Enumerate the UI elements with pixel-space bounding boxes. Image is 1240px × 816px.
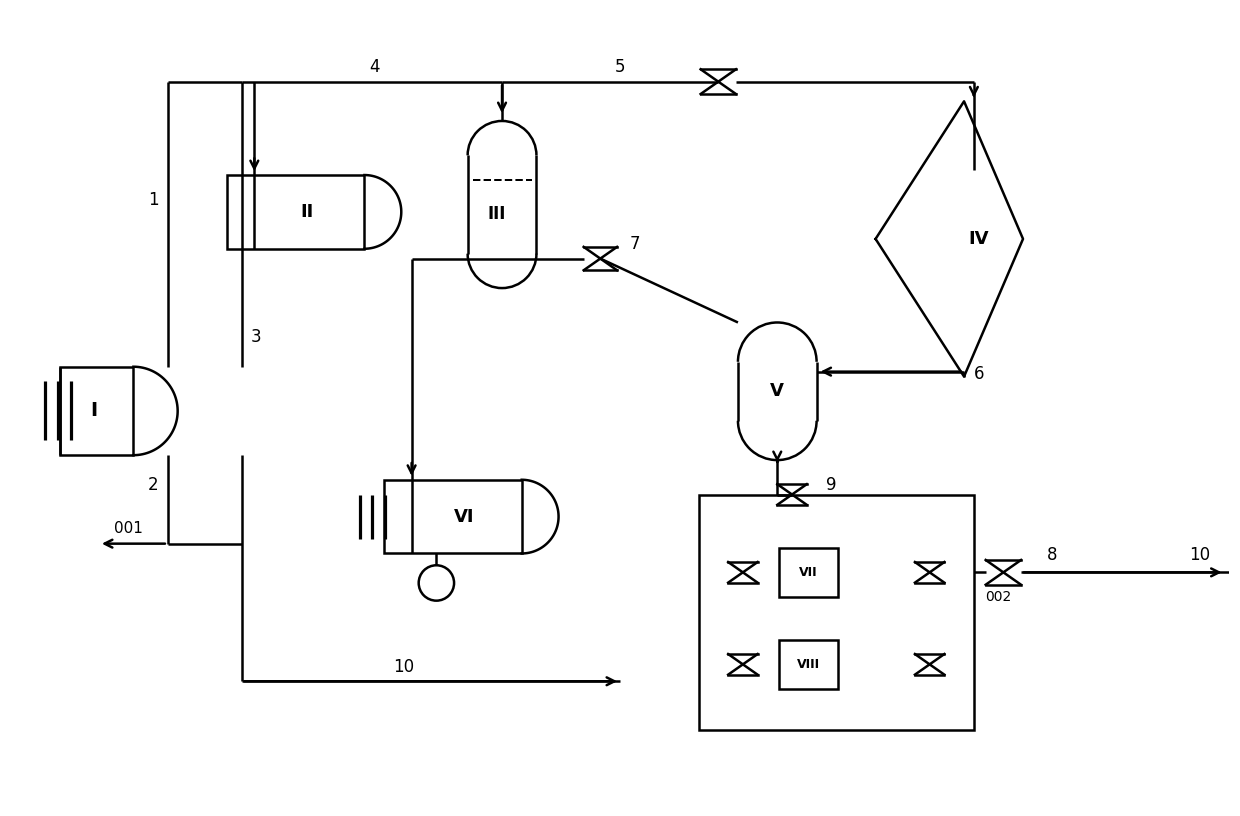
- Bar: [60, 366, 134, 455]
- Text: 9: 9: [826, 476, 837, 494]
- Text: 10: 10: [1189, 546, 1210, 564]
- Text: VIII: VIII: [797, 658, 821, 671]
- Text: I: I: [91, 401, 97, 420]
- Text: III: III: [489, 206, 506, 224]
- Text: 5: 5: [615, 58, 625, 76]
- Text: 10: 10: [393, 658, 414, 676]
- Text: 002: 002: [986, 590, 1012, 604]
- Bar: [384, 480, 522, 553]
- Text: V: V: [770, 382, 784, 401]
- Text: 7: 7: [630, 235, 640, 253]
- Text: 1: 1: [148, 191, 159, 209]
- Text: II: II: [300, 203, 314, 221]
- Bar: [779, 640, 838, 689]
- Text: VII: VII: [800, 565, 818, 579]
- Text: 6: 6: [973, 365, 985, 383]
- Text: 001: 001: [114, 521, 143, 536]
- Text: 3: 3: [250, 328, 262, 346]
- Text: 8: 8: [1048, 546, 1058, 564]
- Bar: [698, 494, 973, 730]
- Bar: [779, 548, 838, 597]
- Text: IV: IV: [968, 230, 990, 248]
- Text: VI: VI: [454, 508, 474, 526]
- Text: 4: 4: [370, 58, 379, 76]
- Text: 2: 2: [148, 476, 159, 494]
- Bar: [227, 175, 365, 249]
